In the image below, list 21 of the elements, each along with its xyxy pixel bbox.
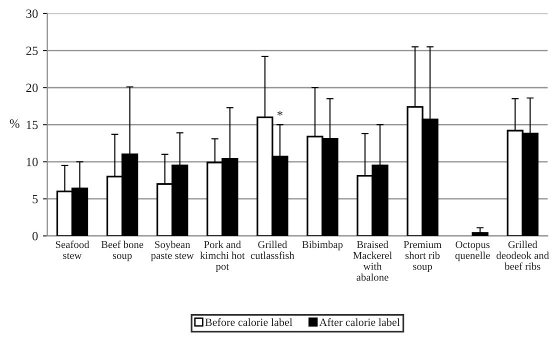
legend-label: Before calorie label [205, 318, 292, 326]
x-tick-label: Premium short rib soup [404, 241, 442, 272]
x-tick-label: Bibimbap [302, 240, 343, 250]
x-tick-label: Grilled cutlassfish [250, 240, 294, 259]
annotation: * [277, 111, 282, 116]
y-tick-label: 25 [26, 46, 38, 56]
x-tick-label: Seafood stew [56, 240, 90, 259]
y-tick-label: 10 [26, 158, 38, 166]
x-tick-label: Grilled deodeok and beef ribs [496, 240, 549, 270]
y-tick-label: 15 [26, 120, 38, 130]
y-tick-label: 30 [26, 10, 38, 18]
x-tick-label: Soybean paste stew [150, 240, 194, 262]
x-tick-label: Octopus quenelle [455, 241, 490, 262]
y-axis-title: % [10, 119, 20, 128]
y-tick-label: 20 [26, 84, 38, 92]
y-tick-label: 0 [32, 232, 38, 240]
x-tick-label: Beef bone soup [101, 240, 144, 262]
x-tick-label: Braised Mackerel with abalone [353, 240, 392, 281]
legend-label: After calorie label [319, 318, 400, 326]
y-tick-label: 5 [32, 194, 38, 204]
x-tick-label: Pork and kimchi hot pot [200, 240, 245, 272]
